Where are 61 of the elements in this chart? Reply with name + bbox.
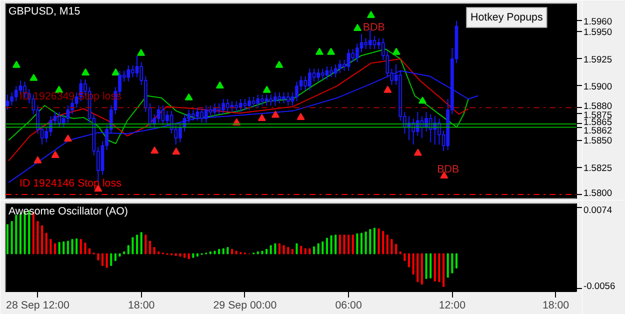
candlestick [351,48,355,63]
candlestick [226,98,230,113]
candlestick [316,68,320,82]
candlestick [10,92,14,106]
y-tick-label: 1.5880 [584,101,612,112]
candlestick [320,68,324,80]
candlestick [243,98,247,110]
candlestick [334,64,338,78]
y-tick-label: 1.5850 [584,136,612,146]
y-tick-label: -0.0056 [584,281,616,292]
candlestick [135,55,139,78]
candlestick [14,85,18,102]
candlestick [66,105,70,124]
candlestick [126,64,130,82]
candlestick [187,109,191,124]
candlestick [304,76,308,91]
candlestick [252,96,256,108]
candlestick [58,112,62,128]
y-tick-label: 0.0074 [584,204,612,215]
x-tick-label: 29 Sep 00:00 [213,300,277,312]
y-tick-label: 1.5865 [584,117,612,128]
candlestick [6,94,10,110]
y-tick-label: 1.5800 [584,188,612,198]
candlestick [368,29,372,50]
y-tick-label: 1.5925 [584,54,612,64]
candlestick [222,98,226,115]
candlestick [264,94,268,106]
x-tick-label: 12:00 [438,300,466,312]
candlestick [234,100,238,113]
chart-title: Awesome Oscillator (AO) [8,206,128,218]
candlestick [161,105,165,126]
candlestick [256,94,260,108]
x-tick-label: 28 Sep 12:00 [6,300,70,312]
candlestick [346,48,350,72]
candlestick [286,92,290,106]
chart-title: GBPUSD, M15 [8,6,80,18]
candlestick [338,59,342,74]
y-tick-label: 1.5900 [584,81,612,92]
x-tick-label: 18:00 [128,300,155,312]
candlestick [208,105,212,117]
y-tick-label: 1.5950 [584,27,612,38]
y-tick-label: 1.5825 [584,162,612,173]
annotation: BDB [437,164,460,176]
candlestick [62,114,66,128]
annotation: BDB [362,21,385,34]
x-tick-label: 06:00 [335,300,362,312]
candlestick [273,92,277,106]
annotation: Hotkey Popups [470,12,543,24]
candlestick [364,38,368,50]
candlestick [196,107,200,122]
candlestick [278,92,282,104]
candlestick [312,68,316,82]
ref-line-label: ID 1924146 Stop loss [20,177,122,190]
candlestick [18,80,22,96]
y-tick-label: 1.5862 [584,126,612,136]
candlestick [269,94,273,106]
candlestick [204,105,208,124]
x-tick-label: 18:00 [542,300,570,312]
candlestick [191,109,195,122]
y-tick-label: 1.5960 [584,16,612,26]
candlestick [156,105,160,124]
